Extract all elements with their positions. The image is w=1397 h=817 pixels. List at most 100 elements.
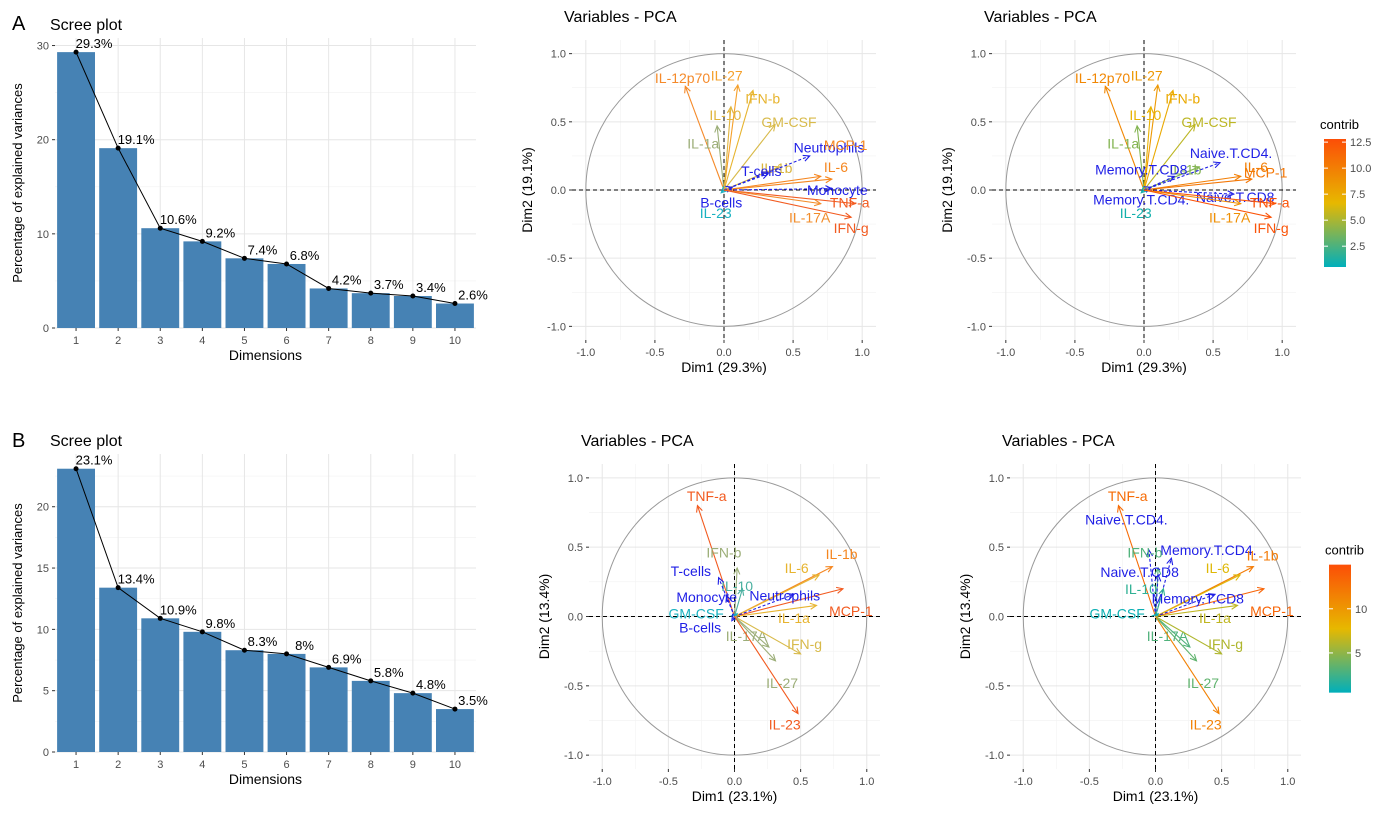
- y-tick-label: 0.5: [989, 542, 1004, 554]
- arrow-shaft: [723, 124, 776, 191]
- y-tick-label: 5: [43, 686, 49, 698]
- scree-bar: [393, 295, 432, 328]
- variable-arrow: GM-CSF: [723, 114, 817, 191]
- scree-plot-3: 23.1% 13.4% 10.9% 9.8% 8.3% 8% 6.9% 5.8% 4.8% 3.5…: [10, 433, 488, 787]
- arrow-shaft: [1154, 588, 1164, 617]
- scree-data-label: 13.4%: [118, 572, 155, 587]
- arrow-shaft: [1143, 189, 1241, 205]
- variable-label: IFN-g: [834, 220, 869, 236]
- y-tick-label: -1.0: [564, 750, 583, 762]
- legend-tick-label: 2.5: [1350, 241, 1365, 253]
- variable-label: B-cells: [679, 620, 721, 636]
- scree-point: [410, 293, 416, 299]
- arrow-head: [725, 594, 733, 603]
- x-tick-label: 1.0: [859, 776, 874, 788]
- scree-bar: [351, 680, 390, 752]
- scree-point: [241, 647, 247, 653]
- x-axis-label: Dimensions: [229, 771, 302, 787]
- arrow-shaft: [1143, 166, 1200, 191]
- x-tick-label: 4: [199, 335, 205, 347]
- x-tick-label: 9: [410, 335, 416, 347]
- variable-label: IFN-b: [1165, 91, 1200, 107]
- variable-label: T-cells: [671, 563, 711, 579]
- variable-arrow: IL-27: [1155, 616, 1219, 691]
- variable-label: TNF-a: [830, 194, 870, 210]
- variable-arrow: IL-10: [709, 105, 742, 191]
- variable-label: Monocyte: [807, 182, 868, 198]
- chart-title: Scree plot: [50, 17, 123, 34]
- arrow-shaft: [1155, 616, 1191, 648]
- variable-label: TNF-a: [687, 488, 727, 504]
- scree-data-label: 23.1%: [76, 453, 113, 468]
- arrow-head: [1140, 185, 1149, 194]
- variable-arrow: MCP-1: [1155, 586, 1294, 619]
- y-axis-label: Dim2 (13.4%): [957, 574, 973, 660]
- variable-arrow: IL-10: [1125, 581, 1166, 617]
- x-tick-label: 0.0: [1136, 347, 1151, 359]
- variable-label: IL-27: [766, 675, 798, 691]
- variable-label: TNF-a: [1108, 488, 1148, 504]
- arrow-shaft: [1136, 125, 1145, 191]
- variable-label: IL-6: [1244, 159, 1268, 175]
- arrow-head: [1264, 212, 1273, 220]
- variable-label: IFN-g: [787, 636, 822, 652]
- y-tick-label: 0: [43, 323, 49, 335]
- variable-label: IFN-b: [745, 91, 780, 107]
- scree-point: [452, 301, 458, 307]
- variable-arrow: IL-1a: [1107, 124, 1145, 191]
- arrow-head: [1104, 85, 1111, 94]
- x-tick-label: -0.5: [645, 347, 664, 359]
- arrow-shaft: [1155, 616, 1222, 655]
- variable-label: MCP-1: [829, 603, 873, 619]
- scree-point: [157, 225, 163, 231]
- y-axis-label: Dim2 (19.1%): [519, 147, 535, 233]
- variable-label: IL-27: [1187, 675, 1219, 691]
- variable-arrow: IL-1a: [734, 602, 818, 626]
- x-tick-label: 2: [115, 335, 121, 347]
- variable-arrow: IL-27: [711, 67, 743, 191]
- variable-label: IL-1b: [1247, 548, 1279, 564]
- scree-data-label: 19.1%: [118, 132, 155, 147]
- arrow-head: [787, 593, 796, 600]
- scree-data-label: 8%: [295, 638, 314, 653]
- variable-arrow: Naive.T.CD4.: [1085, 511, 1168, 617]
- x-tick-label: 5: [241, 335, 247, 347]
- variable-label: IL-27: [711, 67, 743, 83]
- chart-title: Variables - PCA: [581, 433, 694, 450]
- arrow-head: [768, 654, 777, 662]
- variable-arrow: Naive.T.CD4.: [1143, 145, 1272, 191]
- panel-label-b: B: [12, 430, 25, 452]
- x-tick-label: 3: [157, 759, 163, 771]
- arrow-head: [1154, 573, 1162, 582]
- scree-bar: [351, 293, 390, 328]
- correlation-circle: [601, 477, 868, 756]
- arrow-shaft: [1155, 574, 1241, 617]
- arrow-head: [720, 185, 729, 194]
- variable-label: Memory.T.CD4.: [1160, 542, 1256, 558]
- pca-plot-5: TNF-a Naive.T.CD4. Memory.T.CD4.IL-1b IL-6 M…: [957, 433, 1367, 804]
- variable-label: Memory.T.CD8: [1152, 590, 1245, 606]
- y-tick-label: 15: [37, 563, 49, 575]
- scree-point: [157, 615, 163, 621]
- arrow-shaft: [731, 616, 735, 621]
- scree-point: [284, 651, 290, 657]
- y-tick-label: 0.0: [989, 612, 1004, 624]
- variable-arrow: MCP-1: [734, 586, 873, 619]
- arrow-shaft: [1143, 189, 1276, 205]
- arrow-head: [1146, 105, 1154, 114]
- variable-arrow: Monocyte: [723, 182, 868, 198]
- variable-arrow: IL-10: [721, 578, 753, 617]
- variable-label: TNF-a: [1250, 194, 1290, 210]
- legend-title: contrib: [1325, 543, 1364, 558]
- variable-arrow: Neutrophils: [734, 588, 820, 618]
- variable-label: T-cells: [741, 163, 781, 179]
- arrow-shaft: [723, 106, 732, 191]
- variable-label: IL-17A: [789, 209, 831, 225]
- x-axis-label: Dim1 (29.3%): [681, 359, 767, 375]
- scree-point: [368, 290, 374, 296]
- variable-label: B-cells: [700, 194, 742, 210]
- x-tick-label: -0.5: [1080, 776, 1099, 788]
- variable-arrow: IL-1b: [1143, 162, 1202, 191]
- chart-title: Variables - PCA: [564, 9, 677, 26]
- variable-arrow: IL-1b: [723, 160, 793, 191]
